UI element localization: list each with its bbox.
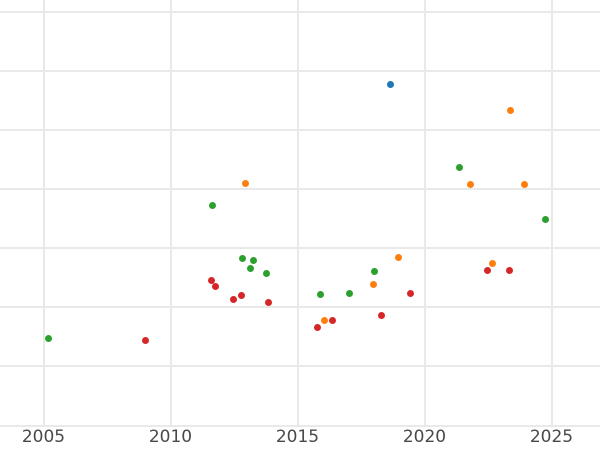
data-point-red (229, 296, 237, 304)
x-tick-label: 2015 (275, 427, 320, 447)
data-point-green (316, 291, 324, 299)
data-point-green (209, 202, 217, 210)
v-gridline (169, 0, 172, 426)
data-point-green (370, 267, 378, 275)
h-gridline (0, 129, 600, 132)
h-gridline (0, 365, 600, 368)
v-gridline (296, 0, 299, 426)
h-gridline (0, 11, 600, 13)
h-gridline (0, 247, 600, 250)
data-point-red (142, 336, 150, 344)
x-tick-label: 2025 (529, 427, 574, 447)
h-gridline (0, 70, 600, 73)
data-point-green (250, 257, 258, 265)
data-point-green (262, 269, 270, 277)
x-tick-label: 2005 (21, 427, 66, 447)
data-point-blue (386, 81, 394, 89)
data-point-green (456, 164, 464, 172)
data-point-red (207, 277, 215, 285)
data-point-red (407, 290, 415, 298)
data-point-orange (395, 253, 403, 261)
data-point-red (265, 299, 273, 307)
data-point-orange (369, 281, 377, 289)
data-point-green (346, 290, 354, 298)
data-point-orange (489, 260, 497, 268)
data-point-green (239, 255, 247, 263)
data-point-red (378, 312, 386, 320)
data-point-red (329, 317, 337, 325)
h-gridline (0, 424, 600, 427)
h-gridline (0, 188, 600, 191)
v-gridline (42, 0, 45, 426)
h-gridline (0, 306, 600, 309)
data-point-red (211, 282, 219, 290)
data-point-orange (321, 316, 329, 324)
data-point-red (484, 267, 492, 275)
data-point-red (505, 267, 513, 275)
data-point-orange (466, 180, 474, 188)
data-point-green (542, 215, 550, 223)
data-point-orange (507, 106, 515, 114)
data-point-green (247, 264, 255, 272)
x-tick-label: 2020 (402, 427, 447, 447)
x-tick-label: 2010 (148, 427, 193, 447)
data-point-red (313, 323, 321, 331)
data-point-orange (521, 180, 529, 188)
v-gridline (423, 0, 426, 426)
data-point-orange (242, 179, 250, 187)
data-point-green (45, 335, 53, 343)
data-point-red (237, 292, 245, 300)
v-gridline (550, 0, 553, 426)
